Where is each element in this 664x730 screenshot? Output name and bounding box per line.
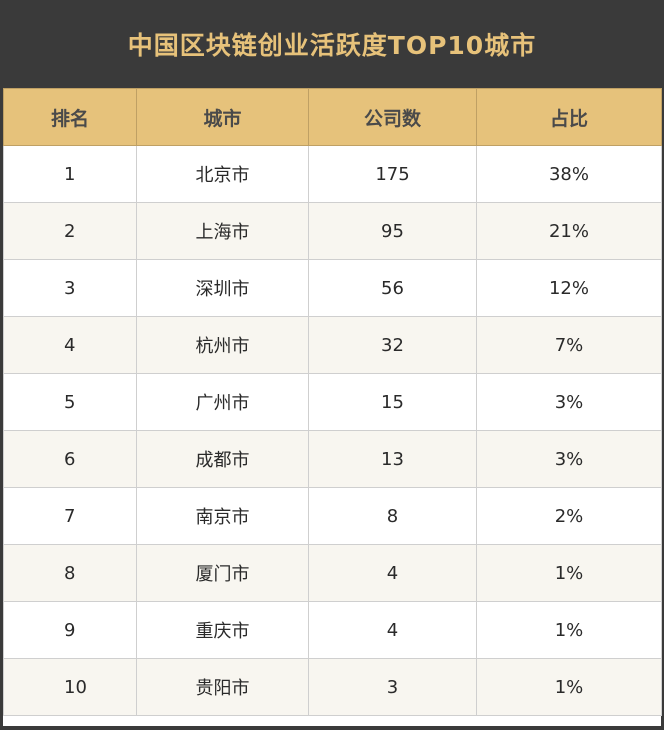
column-header-company-count: 公司数 — [308, 88, 477, 146]
table-body: 1 北京市 175 38% 2 上海市 95 21% 3 深圳市 56 12% 4 杭州市 32 7% 5 广州市… — [3, 145, 662, 716]
cell-share: 21% — [476, 202, 662, 260]
cell-company-count: 95 — [308, 202, 477, 260]
column-header-city: 城市 — [136, 88, 309, 146]
table-row: 5 广州市 15 3% — [3, 373, 662, 431]
cell-rank: 4 — [3, 316, 137, 374]
column-header-rank: 排名 — [3, 88, 137, 146]
cell-rank: 1 — [3, 145, 137, 203]
table-row: 1 北京市 175 38% — [3, 145, 662, 203]
cell-rank: 9 — [3, 601, 137, 659]
cell-company-count: 4 — [308, 544, 477, 602]
cell-city: 广州市 — [136, 373, 309, 431]
title-bar: 中国区块链创业活跃度TOP10城市 — [0, 0, 664, 88]
header-row: 排名 城市 公司数 占比 — [3, 88, 662, 146]
table-row: 7 南京市 8 2% — [3, 487, 662, 545]
cell-city: 厦门市 — [136, 544, 309, 602]
column-header-share: 占比 — [476, 88, 662, 146]
cell-city: 南京市 — [136, 487, 309, 545]
ranking-table: 排名 城市 公司数 占比 1 北京市 175 38% 2 上海市 95 21% 3 深圳市 56 12… — [3, 88, 662, 716]
cell-rank: 7 — [3, 487, 137, 545]
table-row: 4 杭州市 32 7% — [3, 316, 662, 374]
cell-share: 1% — [476, 601, 662, 659]
chart-title: 中国区块链创业活跃度TOP10城市 — [127, 31, 537, 60]
table-row: 2 上海市 95 21% — [3, 202, 662, 260]
cell-company-count: 175 — [308, 145, 477, 203]
table-row: 6 成都市 13 3% — [3, 430, 662, 488]
cell-rank: 2 — [3, 202, 137, 260]
cell-company-count: 4 — [308, 601, 477, 659]
cell-city: 贵阳市 — [136, 658, 309, 716]
cell-city: 杭州市 — [136, 316, 309, 374]
cell-rank: 3 — [3, 259, 137, 317]
cell-city: 北京市 — [136, 145, 309, 203]
cell-share: 1% — [476, 544, 662, 602]
cell-rank: 10 — [3, 658, 137, 716]
cell-share: 3% — [476, 373, 662, 431]
cell-city: 深圳市 — [136, 259, 309, 317]
cell-company-count: 8 — [308, 487, 477, 545]
table-row: 8 厦门市 4 1% — [3, 544, 662, 602]
table-row: 9 重庆市 4 1% — [3, 601, 662, 659]
cell-share: 1% — [476, 658, 662, 716]
cell-share: 38% — [476, 145, 662, 203]
cell-city: 成都市 — [136, 430, 309, 488]
cell-share: 2% — [476, 487, 662, 545]
cell-share: 7% — [476, 316, 662, 374]
cell-company-count: 13 — [308, 430, 477, 488]
table-row: 3 深圳市 56 12% — [3, 259, 662, 317]
cell-company-count: 3 — [308, 658, 477, 716]
cell-city: 重庆市 — [136, 601, 309, 659]
cell-company-count: 15 — [308, 373, 477, 431]
cell-rank: 5 — [3, 373, 137, 431]
cell-city: 上海市 — [136, 202, 309, 260]
cell-share: 3% — [476, 430, 662, 488]
cell-company-count: 56 — [308, 259, 477, 317]
cell-rank: 8 — [3, 544, 137, 602]
cell-rank: 6 — [3, 430, 137, 488]
table-area: 排名 城市 公司数 占比 1 北京市 175 38% 2 上海市 95 21% 3 深圳市 56 12… — [3, 88, 662, 726]
cell-share: 12% — [476, 259, 662, 317]
cell-company-count: 32 — [308, 316, 477, 374]
table-row: 10 贵阳市 3 1% — [3, 658, 662, 716]
